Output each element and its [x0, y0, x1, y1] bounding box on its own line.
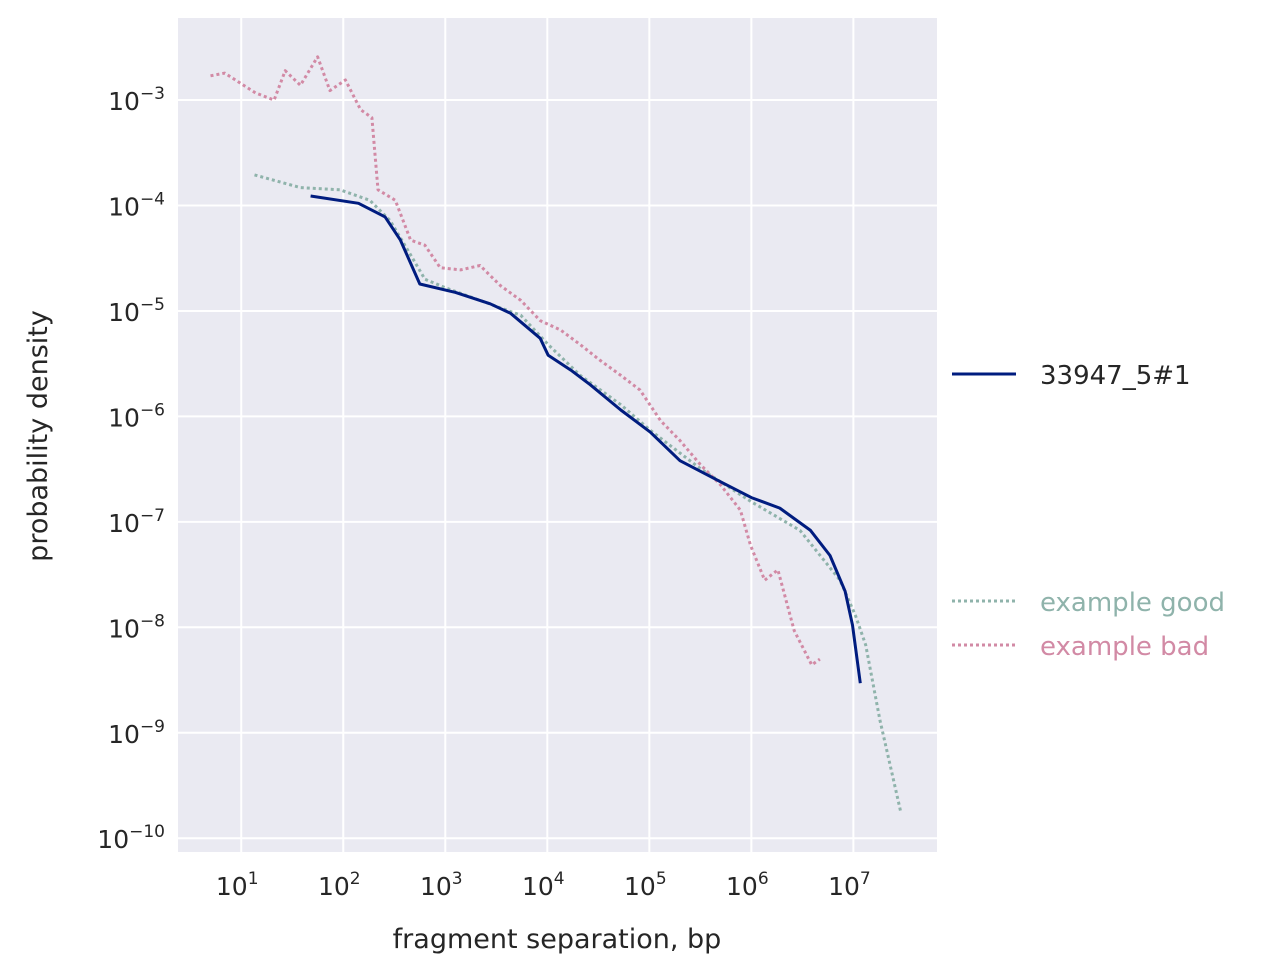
y-tick-label: 10−7 [108, 506, 165, 538]
x-tick-label: 105 [624, 869, 667, 901]
y-tick-label: 10−3 [108, 84, 165, 116]
legend: 33947_5#1 example good example bad [952, 361, 1225, 662]
x-tick-labels: 101 102 103 104 105 106 107 [216, 869, 871, 901]
x-tick-label: 106 [726, 869, 769, 901]
grid [178, 18, 937, 852]
y-tick-label: 10−6 [108, 400, 165, 432]
x-tick-label: 102 [318, 869, 361, 901]
x-axis-label: fragment separation, bp [393, 924, 722, 955]
series-lines [210, 55, 903, 812]
legend-label-main: 33947_5#1 [1040, 361, 1191, 391]
y-tick-label: 10−8 [108, 611, 165, 643]
plot-background [178, 18, 937, 852]
x-tick-label: 101 [216, 869, 259, 901]
x-tick-label: 104 [522, 869, 565, 901]
y-tick-label: 10−10 [97, 822, 165, 854]
series-line-example-bad [210, 55, 821, 667]
y-axis-label: probability density [23, 310, 54, 562]
series-line-example-good [254, 173, 903, 812]
y-tick-label: 10−5 [108, 295, 165, 327]
y-tick-labels: 10−3 10−4 10−5 10−6 10−7 10−8 10−9 10−10 [97, 84, 165, 854]
y-tick-label: 10−4 [108, 190, 165, 222]
x-tick-label: 107 [828, 869, 871, 901]
legend-label-bad: example bad [1040, 632, 1209, 662]
series-line-33947-5-1 [310, 194, 862, 684]
x-tick-label: 103 [420, 869, 463, 901]
y-tick-label: 10−9 [108, 717, 165, 749]
legend-label-good: example good [1040, 588, 1225, 618]
